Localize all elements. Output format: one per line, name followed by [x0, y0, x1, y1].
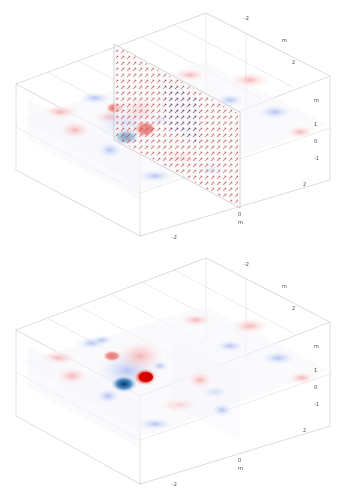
- top-x-tick-2: 2: [303, 182, 306, 188]
- top-y-tick-0: -2: [244, 16, 249, 22]
- bottom-y-unit: m: [282, 284, 287, 290]
- top-z-unit: m: [314, 98, 319, 104]
- top-vertical-slice-front: [28, 100, 140, 200]
- top-z-tick-0: -1: [314, 156, 319, 162]
- top-x-tick-0: -2: [172, 235, 177, 241]
- bottom-vertical-slices: [28, 338, 240, 448]
- bottom-axis-ticks: -2 0 2 m -2 2 m -1 0 1 m: [172, 262, 319, 488]
- top-z-tick-2: 1: [314, 122, 317, 128]
- bottom-x-unit: m: [238, 466, 243, 472]
- top-z-tick-1: 0: [314, 139, 317, 145]
- bottom-x-tick-2: 2: [303, 428, 306, 434]
- bottom-source-pattern: [90, 334, 170, 393]
- bottom-z-tick-1: 0: [314, 385, 317, 391]
- bottom-panel: -2 0 2 m -2 2 m -1 0 1 m: [15, 257, 331, 488]
- bottom-x-tick-0: -2: [172, 482, 177, 488]
- top-arrow-plane: [113, 43, 241, 209]
- top-y-unit: m: [282, 38, 287, 44]
- bottom-x-tick-1: 0: [238, 458, 241, 464]
- bottom-z-tick-0: -1: [314, 402, 319, 408]
- top-axis-ticks: -2 0 2 m -2 2 m -1 0 1 m: [172, 16, 319, 241]
- bottom-y-tick-2: 2: [292, 306, 295, 312]
- bottom-z-tick-2: 1: [314, 368, 317, 374]
- bottom-y-tick-0: -2: [244, 262, 249, 268]
- top-x-unit: m: [238, 220, 243, 226]
- bottom-z-unit: m: [314, 344, 319, 350]
- top-y-tick-2: 2: [292, 60, 295, 66]
- top-x-tick-1: 0: [238, 212, 241, 218]
- top-panel: -2 0 2 m -2 2 m -1 0 1 m: [15, 12, 331, 241]
